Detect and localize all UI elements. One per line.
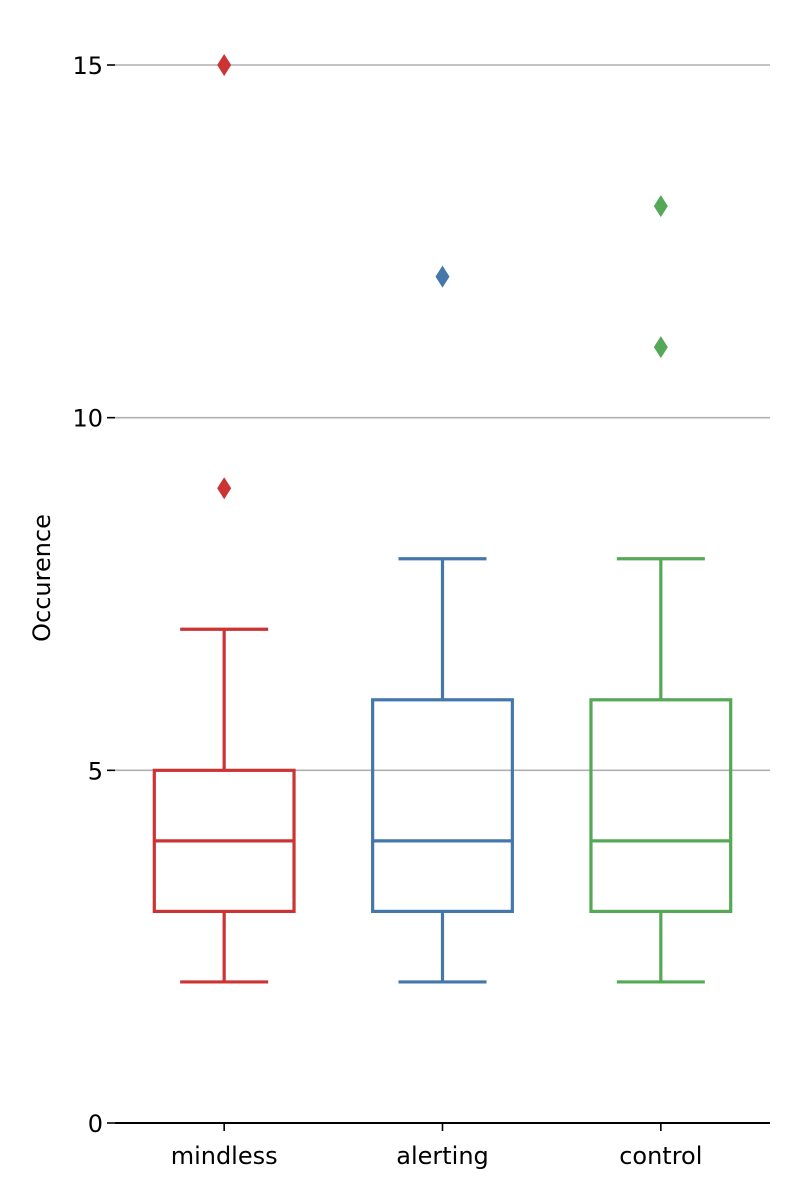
box-mindless bbox=[152, 54, 296, 984]
box-alerting bbox=[371, 265, 514, 984]
y-tick-label: 0 bbox=[88, 1110, 103, 1138]
box-series bbox=[152, 54, 733, 984]
outlier-point bbox=[653, 195, 668, 218]
iqr-box bbox=[589, 698, 733, 913]
outlier-point bbox=[653, 336, 668, 359]
y-axis: 0 5 10 15 bbox=[72, 52, 115, 1138]
y-tick-label: 10 bbox=[72, 405, 103, 433]
x-tick-label: control bbox=[619, 1142, 702, 1170]
outlier-point bbox=[217, 477, 232, 500]
y-tick-label: 15 bbox=[72, 52, 103, 80]
x-axis: mindless alerting control bbox=[115, 1122, 770, 1170]
y-tick-label: 5 bbox=[88, 757, 103, 785]
outlier-point bbox=[217, 54, 232, 76]
x-tick-label: alerting bbox=[396, 1142, 489, 1170]
y-axis-label: Occurence bbox=[28, 514, 56, 642]
outlier-point bbox=[435, 265, 450, 288]
x-tick-label: mindless bbox=[171, 1142, 278, 1170]
iqr-box bbox=[371, 698, 514, 913]
box-control bbox=[589, 195, 733, 984]
